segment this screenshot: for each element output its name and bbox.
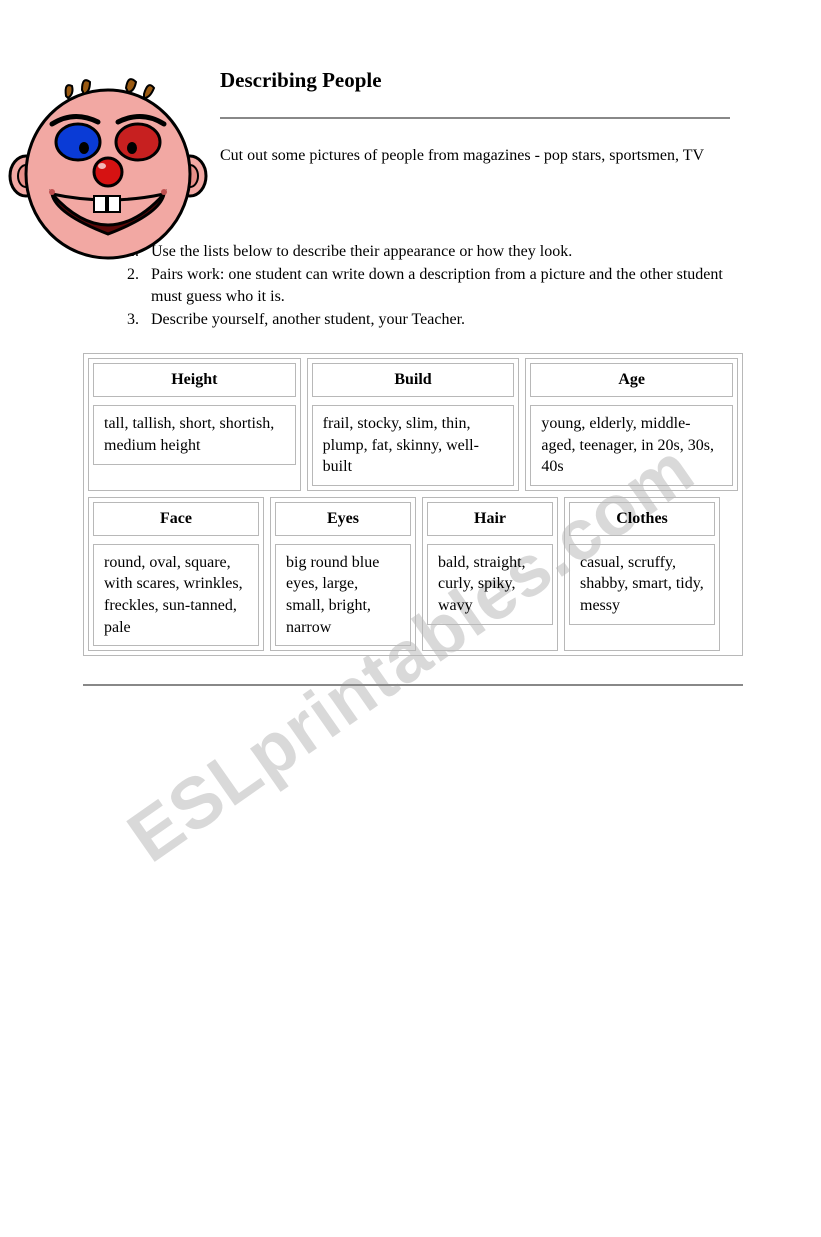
vocab-header: Height [93,363,296,397]
vocab-body: bald, straight, curly, spiky, wavy [427,544,553,625]
vocab-header: Clothes [569,502,715,536]
intro-text-line1: Cut out some pictures of people from mag… [220,145,736,167]
vocab-col-age: Age young, elderly, middle-aged, teenage… [525,358,738,491]
vocab-header: Age [530,363,733,397]
cartoon-face-icon [8,76,208,261]
vocab-body: tall, tallish, short, shortish, medium h… [93,405,296,465]
vocab-col-build: Build frail, stocky, slim, thin, plump, … [307,358,520,491]
vocab-body: frail, stocky, slim, thin, plump, fat, s… [312,405,515,486]
vocab-body: round, oval, square, with scares, wrinkl… [93,544,259,646]
exercise-item: Use the lists below to describe their ap… [143,241,736,263]
vocab-header: Eyes [275,502,411,536]
vocab-body: young, elderly, middle-aged, teenager, i… [530,405,733,486]
vocab-col-hair: Hair bald, straight, curly, spiky, wavy [422,497,558,651]
exercises-list: Use the lists below to describe their ap… [143,241,736,331]
vocab-header: Face [93,502,259,536]
divider-bottom [83,684,743,686]
divider-top [220,117,730,119]
vocab-col-face: Face round, oval, square, with scares, w… [88,497,264,651]
page-title: Describing People [220,68,736,93]
vocab-header: Build [312,363,515,397]
vocab-body: casual, scruffy, shabby, smart, tidy, me… [569,544,715,625]
exercise-item: Describe yourself, another student, your… [143,309,736,331]
vocab-col-eyes: Eyes big round blue eyes, large, small, … [270,497,416,651]
table-row-1: Height tall, tallish, short, shortish, m… [88,358,738,491]
vocab-body: big round blue eyes, large, small, brigh… [275,544,411,646]
vocab-col-height: Height tall, tallish, short, shortish, m… [88,358,301,491]
exercise-item: Pairs work: one student can write down a… [143,264,736,307]
vocab-tables: Height tall, tallish, short, shortish, m… [83,353,743,656]
vocab-header: Hair [427,502,553,536]
table-row-2: Face round, oval, square, with scares, w… [88,497,738,651]
vocab-col-clothes: Clothes casual, scruffy, shabby, smart, … [564,497,720,651]
